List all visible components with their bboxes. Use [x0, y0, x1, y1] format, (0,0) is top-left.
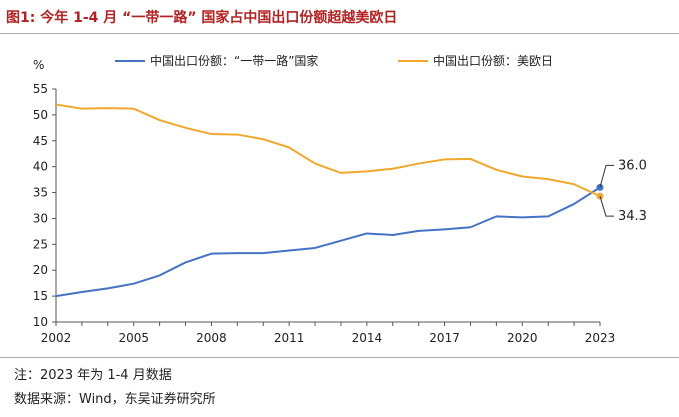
y-tick-label: 55: [33, 82, 48, 96]
x-tick-label: 2023: [585, 331, 616, 345]
series-line-2: [55, 103, 601, 198]
series-group: [55, 103, 604, 298]
annotations: 36.0 34.3: [599, 158, 647, 224]
data-source: 数据来源：Wind，东吴证券研究所: [14, 392, 216, 407]
x-tick-label: 2011: [274, 331, 305, 345]
y-tick-label: 20: [33, 263, 48, 277]
footnote: 注：2023 年为 1-4 月数据: [14, 368, 172, 383]
y-tick-label: 35: [33, 186, 48, 200]
annotation-value-bri: 36.0: [618, 158, 647, 173]
y-tick-label: 40: [33, 160, 48, 174]
annotation-value-us-eu-jp: 34.3: [618, 209, 647, 224]
legend: 中国出口份额：“一带一路”国家 中国出口份额：美欧日: [115, 53, 553, 68]
series-line-1: [55, 186, 601, 298]
x-tick-label: 2005: [118, 331, 149, 345]
x-tick-label: 2002: [41, 331, 72, 345]
y-tick-label: 45: [33, 134, 48, 148]
y-axis: 10 15 20 25 30 35 40 45 50 55: [33, 82, 57, 329]
y-tick-label: 25: [33, 237, 48, 251]
chart-title: 图1: 今年 1-4 月 “一带一路” 国家占中国出口份额超越美欧日: [6, 10, 398, 26]
y-tick-label: 50: [33, 108, 48, 122]
x-tick-label: 2017: [429, 331, 460, 345]
y-axis-unit-label: %: [33, 58, 44, 72]
legend-label: 中国出口份额：美欧日: [433, 53, 553, 68]
legend-label: 中国出口份额：“一带一路”国家: [150, 53, 318, 68]
x-tick-label: 2008: [196, 331, 227, 345]
annotation-leader-top: [599, 164, 614, 188]
y-tick-label: 15: [33, 289, 48, 303]
y-tick-label: 30: [33, 211, 48, 225]
x-tick-label: 2020: [507, 331, 538, 345]
line-chart: % 中国出口份额：“一带一路”国家 中国出口份额：美欧日 10 15 20 25 30 35…: [33, 53, 647, 345]
title-bar: 图1: 今年 1-4 月 “一带一路” 国家占中国出口份额超越美欧日: [0, 0, 679, 34]
x-tick-label: 2014: [352, 331, 383, 345]
annotation-leader-bottom: [599, 196, 614, 217]
y-tick-label: 10: [33, 315, 48, 329]
footer-divider: [0, 357, 679, 358]
x-axis: 2002 2005 2008 2011 2014 2017 2020 2023: [41, 321, 616, 345]
